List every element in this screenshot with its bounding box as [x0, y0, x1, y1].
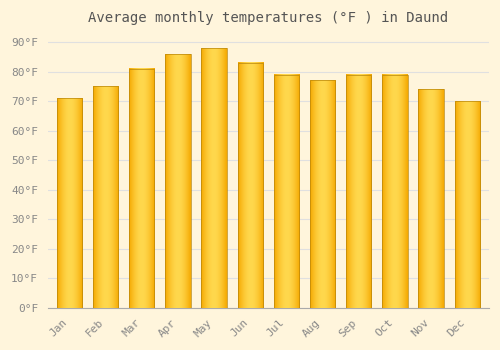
Bar	[57, 98, 82, 308]
Bar	[454, 101, 480, 308]
Title: Average monthly temperatures (°F ) in Daund: Average monthly temperatures (°F ) in Da…	[88, 11, 448, 25]
Bar	[382, 75, 407, 308]
Bar	[129, 69, 154, 308]
Bar	[274, 75, 299, 308]
Bar	[93, 86, 118, 308]
Bar	[346, 75, 372, 308]
Bar	[166, 54, 190, 308]
Bar	[238, 63, 263, 308]
Bar	[418, 89, 444, 308]
Bar	[202, 48, 227, 308]
Bar	[310, 80, 335, 308]
